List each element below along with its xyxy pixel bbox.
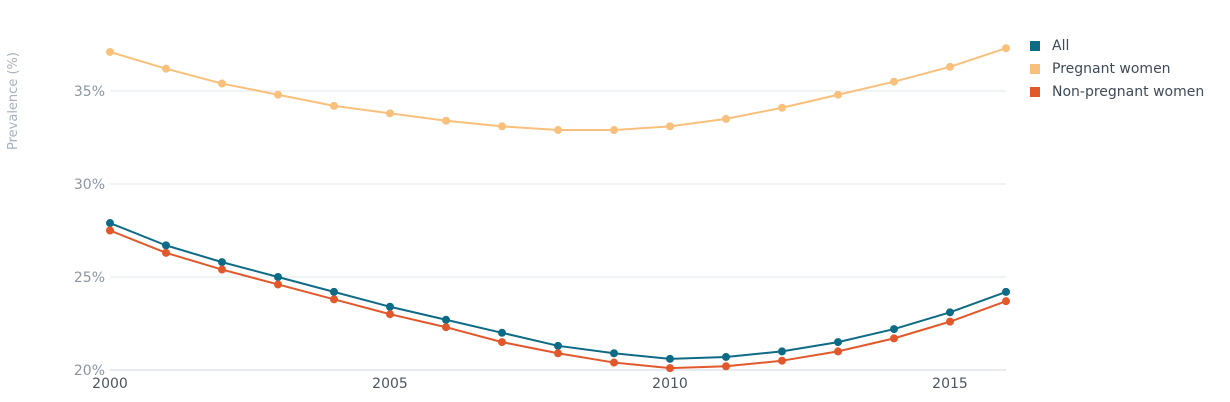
legend-item[interactable]: Non-pregnant women [1030, 80, 1204, 103]
data-point[interactable] [834, 347, 842, 356]
data-point[interactable] [274, 273, 282, 281]
data-point[interactable] [162, 248, 170, 257]
series-line [109, 222, 1007, 360]
data-point[interactable] [1002, 44, 1010, 53]
legend-swatch [1030, 86, 1040, 97]
data-point[interactable] [162, 64, 170, 73]
data-point[interactable] [946, 62, 954, 71]
data-point[interactable] [890, 325, 898, 334]
x-tick-label: 2000 [92, 376, 128, 392]
data-point[interactable] [106, 219, 114, 228]
data-point[interactable] [274, 280, 282, 289]
series-non-pregnant-women [106, 226, 1010, 373]
y-tick-label: 30% [74, 177, 105, 193]
data-point[interactable] [778, 103, 786, 112]
data-point[interactable] [162, 241, 170, 250]
data-point[interactable] [498, 328, 506, 337]
data-point[interactable] [442, 315, 450, 324]
data-point[interactable] [610, 358, 618, 367]
data-point[interactable] [666, 354, 674, 363]
legend-label: Pregnant women [1052, 60, 1171, 77]
data-point[interactable] [610, 349, 618, 358]
data-point[interactable] [722, 114, 730, 123]
data-point[interactable] [554, 341, 562, 350]
data-point[interactable] [442, 116, 450, 125]
data-point[interactable] [834, 338, 842, 347]
y-axis-ticks: 20% 25% 30% 35% [74, 84, 105, 379]
data-point[interactable] [610, 126, 618, 135]
data-point[interactable] [778, 356, 786, 365]
legend-label: Non-pregnant women [1052, 83, 1205, 100]
data-point[interactable] [1002, 287, 1010, 296]
data-point[interactable] [386, 310, 394, 319]
data-point[interactable] [106, 47, 114, 56]
data-point[interactable] [778, 347, 786, 356]
data-point[interactable] [890, 77, 898, 86]
data-point[interactable] [834, 90, 842, 99]
data-point[interactable] [498, 338, 506, 347]
data-point[interactable] [666, 122, 674, 131]
y-tick-label: 20% [74, 363, 105, 379]
data-point[interactable] [274, 90, 282, 99]
legend-swatch [1030, 63, 1040, 74]
data-point[interactable] [722, 362, 730, 371]
data-point[interactable] [1002, 297, 1010, 306]
data-point[interactable] [722, 352, 730, 361]
data-point[interactable] [946, 317, 954, 326]
series-all [106, 219, 1010, 363]
y-tick-label: 25% [74, 270, 105, 286]
data-point[interactable] [554, 126, 562, 135]
data-point[interactable] [218, 265, 226, 274]
data-point[interactable] [386, 109, 394, 118]
legend-label: All [1052, 37, 1070, 54]
y-tick-label: 35% [74, 84, 105, 100]
data-point[interactable] [106, 226, 114, 235]
x-axis-ticks: 2000 2005 2010 2015 [92, 376, 968, 392]
x-tick-label: 2015 [932, 376, 968, 392]
data-point[interactable] [498, 122, 506, 131]
data-point[interactable] [218, 258, 226, 267]
data-point[interactable] [330, 295, 338, 304]
legend-swatch [1030, 40, 1040, 51]
data-point[interactable] [330, 101, 338, 110]
data-point[interactable] [218, 79, 226, 88]
series-line [109, 47, 1007, 132]
data-point[interactable] [330, 287, 338, 296]
series-lines [106, 44, 1010, 373]
x-tick-label: 2005 [372, 376, 408, 392]
y-axis-label: Prevalence (%) [6, 52, 21, 150]
data-point[interactable] [890, 334, 898, 343]
data-point[interactable] [386, 302, 394, 311]
legend: All Pregnant women Non-pregnant women [1030, 34, 1204, 103]
x-tick-label: 2010 [652, 376, 688, 392]
data-point[interactable] [666, 364, 674, 373]
legend-item[interactable]: All [1030, 34, 1204, 57]
data-point[interactable] [554, 349, 562, 358]
legend-item[interactable]: Pregnant women [1030, 57, 1204, 80]
series-pregnant-women [106, 44, 1010, 135]
data-point[interactable] [442, 323, 450, 332]
data-point[interactable] [946, 308, 954, 317]
